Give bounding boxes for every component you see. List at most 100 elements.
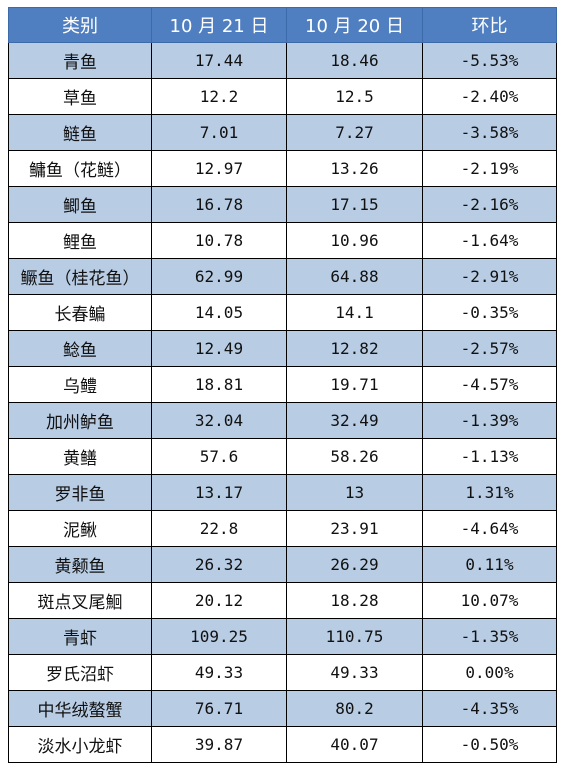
- price-oct-20-cell: 49.33: [286, 654, 423, 691]
- price-oct-21-cell: 12.97: [151, 150, 287, 187]
- price-oct-20-cell: 80.2: [286, 690, 423, 727]
- change-cell: -4.35%: [422, 690, 557, 727]
- change-cell: -1.35%: [422, 618, 557, 655]
- price-oct-21-cell: 62.99: [151, 258, 287, 295]
- change-cell: -4.64%: [422, 510, 557, 547]
- category-cell: 长春鳊: [8, 294, 152, 331]
- price-oct-20-cell: 18.46: [286, 42, 423, 79]
- change-cell: -2.16%: [422, 186, 557, 223]
- price-oct-21-cell: 10.78: [151, 222, 287, 259]
- price-oct-20-cell: 12.5: [286, 78, 423, 115]
- category-cell: 加州鲈鱼: [8, 402, 152, 439]
- category-cell: 黄鳝: [8, 438, 152, 475]
- change-cell: -2.91%: [422, 258, 557, 295]
- price-oct-21-cell: 7.01: [151, 114, 287, 151]
- price-oct-20-cell: 26.29: [286, 546, 423, 583]
- category-cell: 中华绒螯蟹: [8, 690, 152, 727]
- price-oct-20-cell: 19.71: [286, 366, 423, 403]
- price-oct-21-cell: 22.8: [151, 510, 287, 547]
- change-cell: 0.00%: [422, 654, 557, 691]
- category-cell: 鲤鱼: [8, 222, 152, 259]
- price-oct-21-cell: 39.87: [151, 726, 287, 763]
- price-oct-21-cell: 76.71: [151, 690, 287, 727]
- category-cell: 鳜鱼（桂花鱼）: [8, 258, 152, 295]
- category-cell: 青虾: [8, 618, 152, 655]
- table-row: 黄鳝 57.6 58.26 -1.13%: [8, 438, 557, 475]
- category-cell: 草鱼: [8, 78, 152, 115]
- category-cell: 泥鳅: [8, 510, 152, 547]
- table-row: 鲫鱼 16.78 17.15 -2.16%: [8, 186, 557, 223]
- table-row: 鳙鱼（花鲢） 12.97 13.26 -2.19%: [8, 150, 557, 187]
- category-cell: 罗非鱼: [8, 474, 152, 511]
- table-row: 中华绒螯蟹 76.71 80.2 -4.35%: [8, 690, 557, 727]
- table-row: 青虾 109.25 110.75 -1.35%: [8, 618, 557, 655]
- price-oct-20-cell: 32.49: [286, 402, 423, 439]
- category-cell: 淡水小龙虾: [8, 726, 152, 763]
- change-cell: 0.11%: [422, 546, 557, 583]
- change-cell: -1.13%: [422, 438, 557, 475]
- category-cell: 鲢鱼: [8, 114, 152, 151]
- price-oct-20-cell: 23.91: [286, 510, 423, 547]
- header-change: 环比: [422, 7, 557, 43]
- price-oct-21-cell: 12.2: [151, 78, 287, 115]
- change-cell: -0.35%: [422, 294, 557, 331]
- price-table-container: 类别 10 月 21 日 10 月 20 日 环比 青鱼 17.44 18.46 -5…: [8, 7, 557, 763]
- price-oct-20-cell: 13.26: [286, 150, 423, 187]
- table-row: 罗非鱼 13.17 13 1.31%: [8, 474, 557, 511]
- price-oct-21-cell: 49.33: [151, 654, 287, 691]
- change-cell: -1.64%: [422, 222, 557, 259]
- change-cell: -2.57%: [422, 330, 557, 367]
- price-oct-21-cell: 32.04: [151, 402, 287, 439]
- change-cell: -2.19%: [422, 150, 557, 187]
- price-oct-21-cell: 20.12: [151, 582, 287, 619]
- category-cell: 鲶鱼: [8, 330, 152, 367]
- price-oct-21-cell: 12.49: [151, 330, 287, 367]
- price-oct-20-cell: 10.96: [286, 222, 423, 259]
- table-row: 鲢鱼 7.01 7.27 -3.58%: [8, 114, 557, 151]
- price-oct-21-cell: 14.05: [151, 294, 287, 331]
- price-oct-20-cell: 40.07: [286, 726, 423, 763]
- table-row: 罗氏沼虾 49.33 49.33 0.00%: [8, 654, 557, 691]
- change-cell: -2.40%: [422, 78, 557, 115]
- price-oct-20-cell: 13: [286, 474, 423, 511]
- table-row: 草鱼 12.2 12.5 -2.40%: [8, 78, 557, 115]
- category-cell: 青鱼: [8, 42, 152, 79]
- price-oct-21-cell: 18.81: [151, 366, 287, 403]
- price-oct-20-cell: 110.75: [286, 618, 423, 655]
- price-oct-21-cell: 109.25: [151, 618, 287, 655]
- category-cell: 黄颡鱼: [8, 546, 152, 583]
- table-row: 鲶鱼 12.49 12.82 -2.57%: [8, 330, 557, 367]
- header-row: 类别 10 月 21 日 10 月 20 日 环比: [8, 7, 557, 43]
- table-row: 淡水小龙虾 39.87 40.07 -0.50%: [8, 726, 557, 763]
- header-oct-20: 10 月 20 日: [286, 7, 423, 43]
- change-cell: -1.39%: [422, 402, 557, 439]
- change-cell: -0.50%: [422, 726, 557, 763]
- table-row: 黄颡鱼 26.32 26.29 0.11%: [8, 546, 557, 583]
- table-header: 类别 10 月 21 日 10 月 20 日 环比: [8, 7, 557, 43]
- change-cell: -3.58%: [422, 114, 557, 151]
- table-row: 加州鲈鱼 32.04 32.49 -1.39%: [8, 402, 557, 439]
- price-oct-21-cell: 13.17: [151, 474, 287, 511]
- price-oct-20-cell: 64.88: [286, 258, 423, 295]
- change-cell: -4.57%: [422, 366, 557, 403]
- table-row: 青鱼 17.44 18.46 -5.53%: [8, 42, 557, 79]
- price-oct-20-cell: 58.26: [286, 438, 423, 475]
- price-table: 类别 10 月 21 日 10 月 20 日 环比 青鱼 17.44 18.46 -5…: [8, 7, 557, 763]
- header-oct-21: 10 月 21 日: [151, 7, 287, 43]
- change-cell: 1.31%: [422, 474, 557, 511]
- price-oct-20-cell: 18.28: [286, 582, 423, 619]
- price-oct-21-cell: 17.44: [151, 42, 287, 79]
- header-category: 类别: [8, 7, 152, 43]
- category-cell: 罗氏沼虾: [8, 654, 152, 691]
- category-cell: 鳙鱼（花鲢）: [8, 150, 152, 187]
- table-row: 泥鳅 22.8 23.91 -4.64%: [8, 510, 557, 547]
- table-row: 长春鳊 14.05 14.1 -0.35%: [8, 294, 557, 331]
- price-oct-20-cell: 7.27: [286, 114, 423, 151]
- table-row: 斑点叉尾鮰 20.12 18.28 10.07%: [8, 582, 557, 619]
- change-cell: -5.53%: [422, 42, 557, 79]
- table-row: 乌鳢 18.81 19.71 -4.57%: [8, 366, 557, 403]
- price-oct-20-cell: 12.82: [286, 330, 423, 367]
- category-cell: 鲫鱼: [8, 186, 152, 223]
- price-oct-21-cell: 26.32: [151, 546, 287, 583]
- price-oct-21-cell: 57.6: [151, 438, 287, 475]
